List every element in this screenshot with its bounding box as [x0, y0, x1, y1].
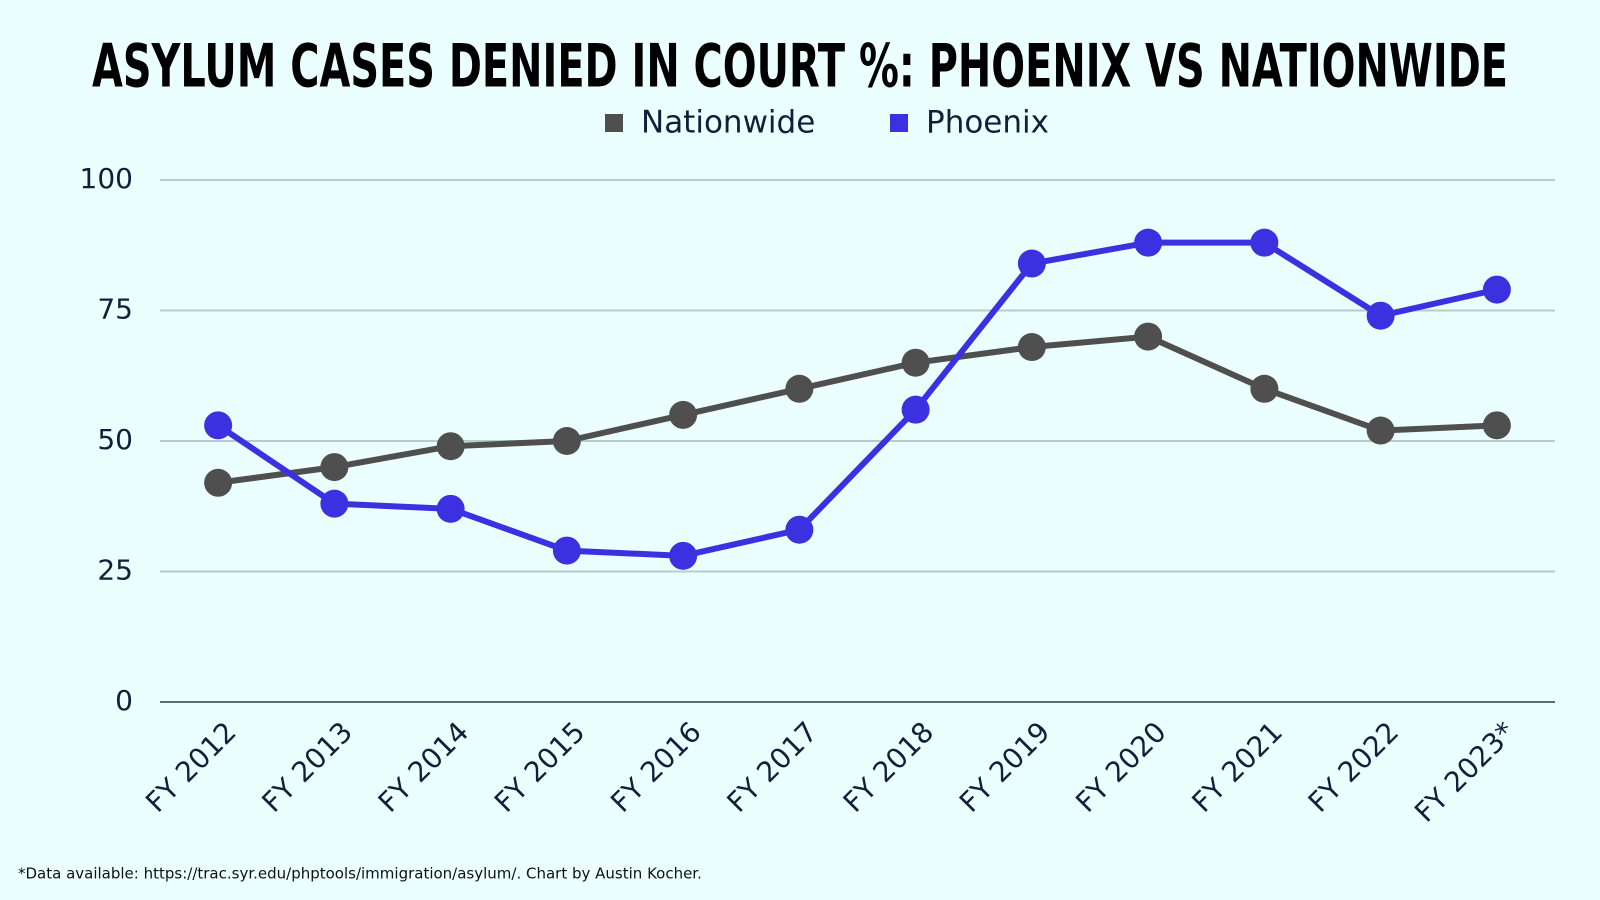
data-point: [1366, 416, 1395, 445]
data-point: [320, 453, 349, 482]
chart-title: ASYLUM CASES DENIED IN COURT %: PHOENIX …: [92, 32, 1508, 102]
data-point: [785, 515, 814, 544]
data-point: [436, 432, 465, 461]
legend-label: Nationwide: [641, 105, 815, 141]
data-point: [204, 468, 233, 497]
y-tick-label: 0: [115, 684, 133, 717]
data-point: [901, 395, 930, 424]
data-point: [1482, 275, 1511, 304]
y-tick-label: 25: [97, 554, 133, 587]
series-line: [216, 239, 1498, 559]
data-point: [204, 411, 233, 440]
data-point: [436, 494, 465, 523]
data-point: [320, 489, 349, 518]
data-point: [669, 400, 698, 429]
legend-swatch: [605, 114, 623, 132]
data-point: [552, 536, 581, 565]
data-point: [901, 348, 930, 377]
y-tick-label: 50: [97, 423, 133, 456]
data-point: [552, 427, 581, 455]
data-point: [1482, 411, 1511, 440]
data-point: [1366, 301, 1395, 330]
y-tick-label: 75: [97, 293, 133, 326]
series-line: [217, 333, 1498, 486]
legend-label: Phoenix: [926, 105, 1049, 141]
legend-swatch: [890, 114, 908, 132]
data-point: [1017, 333, 1046, 362]
source-note: *Data available: https://trac.syr.edu/ph…: [18, 865, 702, 883]
data-point: [1250, 228, 1279, 257]
data-point: [1134, 228, 1163, 257]
data-point: [785, 374, 814, 403]
data-point: [1017, 249, 1046, 278]
data-point: [1250, 374, 1279, 403]
data-point: [1134, 322, 1163, 351]
y-tick-label: 100: [80, 162, 133, 195]
data-point: [669, 541, 698, 570]
